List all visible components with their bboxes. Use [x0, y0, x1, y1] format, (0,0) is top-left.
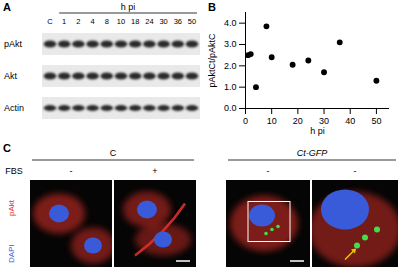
svg-text:FBS: FBS [5, 166, 23, 176]
svg-text:30: 30 [159, 17, 167, 26]
svg-text:A: A [3, 1, 11, 13]
svg-text:B: B [208, 1, 216, 13]
svg-text:30: 30 [319, 116, 329, 126]
svg-text:h pi: h pi [310, 126, 325, 136]
svg-text:0.0: 0.0 [224, 103, 237, 113]
svg-text:-: - [70, 166, 73, 176]
svg-text:DAPI: DAPI [7, 244, 16, 263]
svg-text:2: 2 [76, 17, 80, 26]
svg-text:2.0: 2.0 [224, 61, 237, 71]
svg-text:10: 10 [117, 17, 125, 26]
svg-text:4.0: 4.0 [224, 18, 237, 28]
svg-text:1: 1 [62, 17, 66, 26]
svg-text:+: + [152, 166, 157, 176]
svg-text:C: C [3, 142, 11, 154]
svg-text:pAkt: pAkt [4, 39, 23, 49]
svg-text:-: - [267, 166, 270, 176]
svg-text:Ct-GFP: Ct-GFP [297, 148, 328, 158]
svg-text:10: 10 [267, 116, 277, 126]
svg-text:C: C [110, 148, 117, 158]
svg-text:40: 40 [345, 116, 355, 126]
svg-text:1.0: 1.0 [224, 82, 237, 92]
svg-text:Akt: Akt [4, 71, 18, 81]
svg-text:50: 50 [188, 17, 196, 26]
svg-text:4: 4 [91, 17, 95, 26]
svg-text:20: 20 [293, 116, 303, 126]
svg-text:C: C [47, 17, 53, 26]
svg-text:h pi: h pi [121, 2, 136, 12]
svg-text:Actin: Actin [4, 103, 24, 113]
svg-text:-: - [354, 166, 357, 176]
svg-text:pAkt: pAkt [7, 199, 16, 216]
svg-text:18: 18 [131, 17, 139, 26]
svg-text:50: 50 [371, 116, 381, 126]
svg-text:24: 24 [145, 17, 153, 26]
svg-text:3.0: 3.0 [224, 39, 237, 49]
svg-text:pAktCt/pAktC: pAktCt/pAktC [207, 33, 217, 88]
svg-text:0: 0 [243, 116, 248, 126]
svg-text:8: 8 [105, 17, 109, 26]
svg-text:36: 36 [174, 17, 182, 26]
